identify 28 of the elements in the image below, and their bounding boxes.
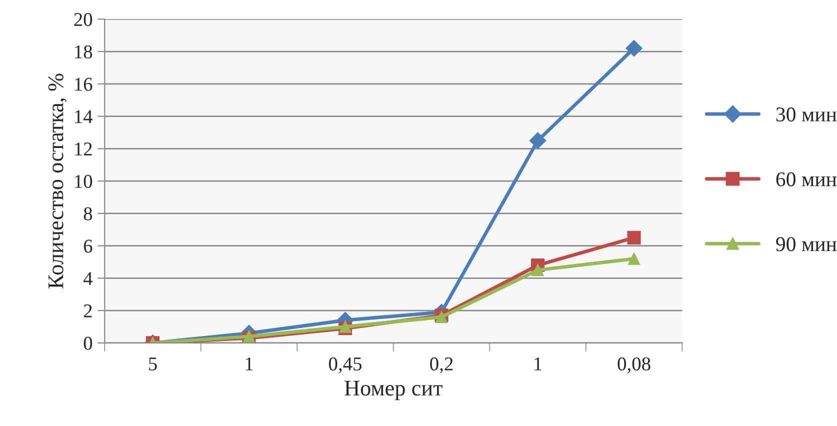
x-tick-label: 0,2 <box>430 357 453 374</box>
legend-label: 30 мин <box>776 107 836 122</box>
x-tick-label: 0,45 <box>328 357 362 374</box>
x-tick-label: 1 <box>534 357 542 370</box>
x-tick-label: 5 <box>149 358 157 371</box>
y-tick-label: 0 <box>84 336 92 350</box>
legend-label: 90 мин <box>776 237 836 252</box>
y-tick-label: 14 <box>75 110 93 124</box>
point <box>628 252 640 265</box>
point <box>626 40 642 57</box>
point <box>339 320 352 333</box>
y-tick-label: 12 <box>75 142 92 156</box>
x-tick-label: 1 <box>246 357 253 370</box>
legend-label: 60 мин <box>776 172 836 186</box>
point <box>532 264 544 276</box>
x-axis-title: Номер сит <box>344 380 442 400</box>
y-tick-label: 10 <box>75 174 92 188</box>
y-tick-label: 6 <box>84 240 92 253</box>
y-tick-label: 16 <box>75 78 92 91</box>
point <box>627 230 641 244</box>
y-axis-title: Количество остатка, % <box>48 74 67 288</box>
y-tick-label: 18 <box>75 45 92 58</box>
y-tick-label: 8 <box>84 207 92 220</box>
x-tick-label: 0,08 <box>618 357 650 374</box>
point <box>529 132 546 149</box>
y-tick-label: 20 <box>74 12 92 26</box>
y-tick-label: 2 <box>84 304 92 318</box>
y-tick-label: 4 <box>83 272 93 285</box>
